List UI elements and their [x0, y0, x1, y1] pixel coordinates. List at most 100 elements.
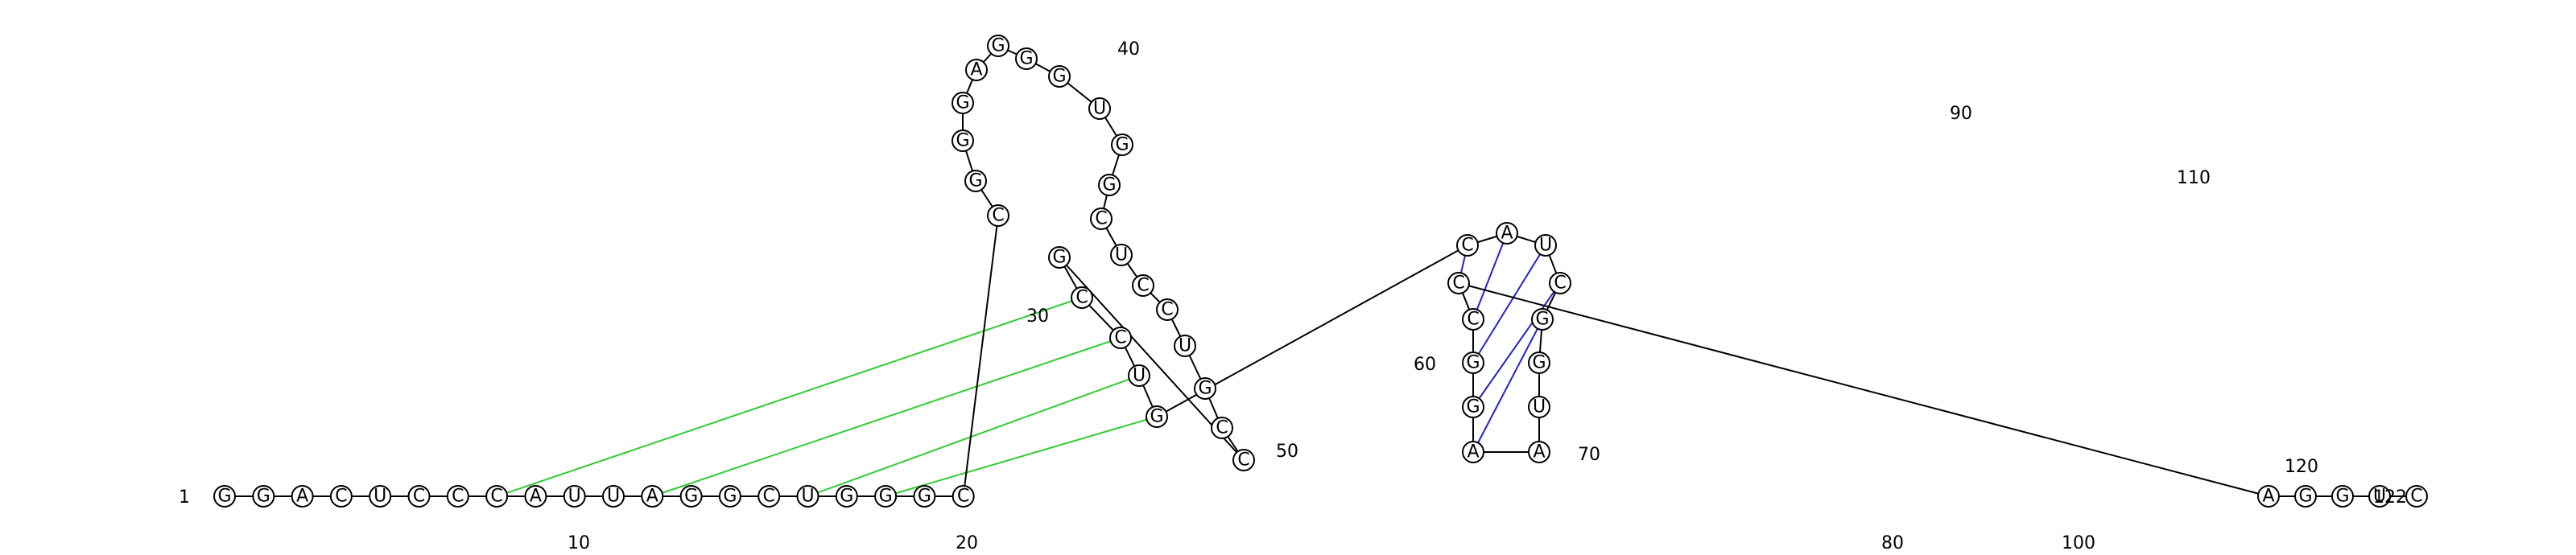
nucleotide: A: [965, 59, 988, 81]
nucleotide: G: [1146, 405, 1168, 428]
nucleotide-letter: G: [956, 93, 969, 113]
nucleotide-circle: [291, 485, 314, 508]
nucleotide-circle: [796, 485, 819, 508]
nucleotide: G: [1194, 377, 1216, 400]
nucleotide-letter: U: [1115, 245, 1128, 265]
nucleotide-letter: G: [1115, 135, 1129, 155]
nucleotide: G: [679, 485, 703, 508]
nucleotide-letter: G: [879, 487, 893, 507]
backbone-lines: [225, 45, 2417, 497]
nucleotide-circle: [1110, 244, 1133, 266]
nucleotide-circle: [913, 485, 936, 508]
nucleotide-circle: [1111, 134, 1133, 156]
nucleotide-circle: [1531, 308, 1554, 331]
nucleotide: U: [1534, 234, 1557, 257]
position-label-90: 90: [1950, 104, 1972, 124]
nucleotide-circle: [1462, 441, 1484, 463]
nucleotide-circle: [2368, 485, 2391, 508]
pseudoknot-pair-line: [496, 297, 1083, 497]
nucleotide-letter: C: [1467, 310, 1479, 330]
nucleotide-letter: G: [1198, 379, 1212, 399]
backbone-segment: [1458, 282, 2269, 497]
nucleotide-letter: U: [1533, 397, 1546, 417]
nucleotide-circle: [1132, 274, 1154, 297]
nucleotide-circle: [602, 485, 625, 508]
base-pair-line: [1472, 245, 1546, 364]
nucleotide: G: [835, 485, 858, 508]
nucleotide-circle: [2294, 485, 2317, 508]
nucleotide-circle: [987, 35, 1009, 57]
nucleotide-letter: A: [296, 487, 308, 507]
position-label-40: 40: [1117, 39, 1140, 60]
nucleotide-letter: A: [530, 487, 542, 507]
nucleotide-letter: C: [1095, 209, 1107, 229]
nucleotide: G: [718, 485, 741, 508]
nucleotide: U: [796, 485, 819, 508]
nucleotide: C: [1232, 449, 1255, 471]
nucleotide-circle: [1174, 335, 1196, 357]
nucleotide-letter: U: [374, 487, 386, 507]
nucleotide-circle: [1232, 449, 1255, 471]
nucleotide: U: [602, 485, 625, 508]
nucleotide-letter: U: [1133, 366, 1146, 386]
position-label-10: 10: [568, 533, 590, 553]
nucleotide-circle: [1109, 327, 1132, 349]
nucleotide: C: [1090, 208, 1113, 230]
nucleotide-letter: A: [1501, 224, 1513, 244]
nucleotide-letter: U: [801, 487, 814, 507]
nucleotide-circle: [874, 485, 898, 508]
nucleotide-letter: U: [1179, 336, 1191, 356]
nucleotide-circle: [369, 485, 392, 508]
pseudoknot-pair-line: [651, 337, 1121, 497]
nucleotide-circle: [1528, 352, 1550, 374]
nucleotide-letter: G: [1019, 49, 1033, 69]
position-label-60: 60: [1414, 355, 1436, 375]
nucleotide: G: [952, 130, 974, 152]
nucleotide-letter: C: [413, 487, 425, 507]
nucleotide: C: [1447, 272, 1470, 294]
nucleotide-circle: [1549, 272, 1571, 294]
nucleotide-circle: [1015, 47, 1038, 70]
nucleotide-circle: [213, 485, 236, 508]
nucleotide-letter: G: [1150, 407, 1163, 427]
nucleotide: C: [1456, 234, 1479, 257]
position-label-120: 120: [2285, 457, 2318, 477]
nucleotide-letter: U: [2373, 487, 2386, 507]
nucleotide-circle: [1098, 174, 1121, 196]
pseudoknot-pair-line: [885, 416, 1158, 497]
nucleotide-circle: [1156, 298, 1179, 321]
nucleotide-circle: [563, 485, 586, 508]
nucleotide-circle: [329, 485, 353, 508]
nucleotide: G: [874, 485, 898, 508]
nucleotide-letter: U: [1539, 236, 1552, 256]
nucleotide-letter: G: [1102, 175, 1116, 195]
nucleotide: G: [1015, 47, 1038, 70]
nucleotide-circle: [835, 485, 858, 508]
nucleotide-circle: [965, 59, 988, 81]
nucleotide-letter: C: [335, 487, 347, 507]
nucleotide: A: [1496, 222, 1518, 245]
nucleotide-circle: [1447, 272, 1470, 294]
nucleotide: G: [1111, 134, 1133, 156]
nucleotide-letter: G: [2335, 487, 2349, 507]
nucleotide-circle: [1534, 234, 1557, 257]
position-label-30: 30: [1026, 306, 1049, 327]
nucleotide: A: [524, 485, 547, 508]
nucleotide-circle: [407, 485, 431, 508]
nucleotide-letter: G: [2298, 487, 2312, 507]
nucleotide: G: [1048, 65, 1071, 88]
nucleotide-letter: G: [956, 131, 969, 151]
nucleotide: A: [641, 485, 664, 508]
nucleotide-circle: [1071, 286, 1093, 309]
nucleotide-letter: G: [918, 487, 931, 507]
nucleotide-letter: G: [1535, 310, 1549, 330]
nucleotide-letter: C: [1461, 236, 1473, 256]
nucleotide-circle: [641, 485, 664, 508]
nucleotide-circle: [1048, 65, 1071, 88]
nucleotide-letter: C: [490, 487, 502, 507]
nucleotide: G: [2294, 485, 2317, 508]
nucleotide-letter: C: [1554, 273, 1566, 294]
nucleotide: C: [1156, 298, 1179, 321]
nucleotide-circle: [2257, 485, 2280, 508]
pseudoknot-pair-line: [807, 375, 1140, 497]
